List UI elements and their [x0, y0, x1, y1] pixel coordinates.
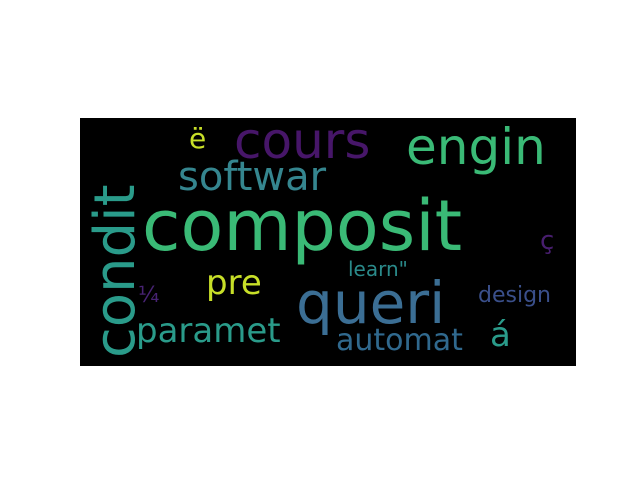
word-design: design	[478, 283, 551, 308]
word-pre: pre	[206, 263, 262, 303]
word-learn: learn"	[348, 257, 408, 281]
word-automat: automat	[336, 323, 463, 358]
word-one-quarter: ¼	[138, 283, 160, 308]
word-softwar: softwar	[178, 154, 327, 200]
word-composit: composit	[142, 185, 463, 267]
word-cloud-canvas: composit queri condit cours engin softwa…	[80, 118, 576, 366]
word-paramet: paramet	[136, 311, 281, 351]
word-queri: queri	[296, 269, 446, 337]
word-c-cedilla: ç	[540, 226, 555, 256]
word-cours: cours	[234, 118, 371, 170]
word-engin: engin	[406, 118, 546, 176]
word-a-acute: á	[490, 315, 511, 355]
word-e-umlaut: ë	[189, 122, 207, 155]
